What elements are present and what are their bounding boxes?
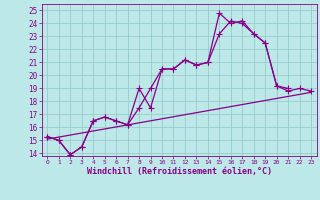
X-axis label: Windchill (Refroidissement éolien,°C): Windchill (Refroidissement éolien,°C) (87, 167, 272, 176)
